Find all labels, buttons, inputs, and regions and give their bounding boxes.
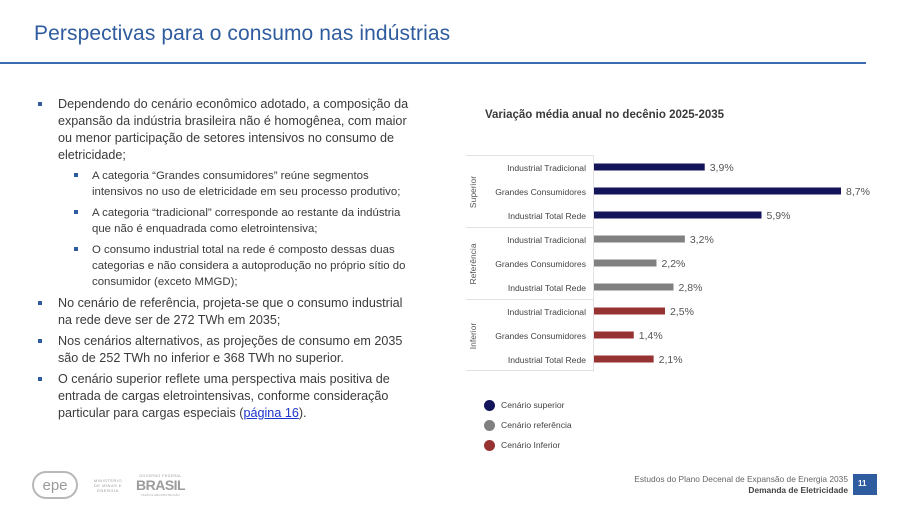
data-label: 1,4% xyxy=(639,330,663,342)
chart-title: Variação média anual no decênio 2025-203… xyxy=(485,109,725,121)
governo-federal-logo: GOVERNO FEDERAL BRASIL UNIÃO E RECONSTRU… xyxy=(136,473,186,497)
footer-caption: Estudos do Plano Decenal de Expansão de … xyxy=(634,474,848,496)
gov-top-text: GOVERNO FEDERAL xyxy=(139,473,182,478)
group-superior: Superior Industrial Tradicional Grandes … xyxy=(466,155,594,227)
group-label: Referência xyxy=(468,243,478,285)
footer-line-2: Demanda de Eletricidade xyxy=(748,485,848,495)
page-number: 11 xyxy=(853,474,877,495)
legend-swatch xyxy=(484,399,495,411)
legend-label: Cenário Inferior xyxy=(501,440,561,450)
bullet-item: Dependendo do cenário econômico adotado,… xyxy=(36,96,411,164)
category-label: Industrial Total Rede xyxy=(507,283,586,293)
ministerio-logo: MINISTÉRIO DE MINAS E ENERGIA xyxy=(93,477,123,493)
data-label: 3,2% xyxy=(690,234,714,246)
category-axis-panel: Superior Industrial Tradicional Grandes … xyxy=(466,155,594,372)
slide-title: Perspectivas para o consumo nas indústri… xyxy=(34,22,451,45)
epe-logo: epe xyxy=(32,471,78,499)
group-referencia: Referência Industrial Tradicional Grande… xyxy=(466,227,594,299)
sub-bullet-item: A categoria “tradicional” corresponde ao… xyxy=(36,205,411,237)
bullet-list: Dependendo do cenário econômico adotado,… xyxy=(36,96,411,426)
category-label: Industrial Tradicional xyxy=(507,307,586,317)
group-inferior: Inferior Industrial Tradicional Grandes … xyxy=(466,299,594,371)
legend-item: Cenário referência xyxy=(484,415,572,435)
title-divider xyxy=(0,62,866,64)
data-label: 2,2% xyxy=(661,258,685,270)
category-label: Grandes Consumidores xyxy=(495,187,586,197)
legend-swatch xyxy=(484,419,495,431)
bar-referência-2 xyxy=(594,283,674,291)
category-label: Grandes Consumidores xyxy=(495,259,586,269)
data-label: 2,5% xyxy=(670,306,694,318)
bullet-item: Nos cenários alternativos, as projeções … xyxy=(36,333,411,367)
category-label: Industrial Total Rede xyxy=(507,355,586,365)
data-label: 5,9% xyxy=(767,210,791,222)
gov-brasil-text: BRASIL xyxy=(136,476,186,493)
page-link[interactable]: página 16 xyxy=(243,406,299,420)
legend-swatch xyxy=(484,439,495,451)
bar-referência-1 xyxy=(594,259,657,267)
data-label: 2,8% xyxy=(678,282,702,294)
category-label: Industrial Tradicional xyxy=(507,235,586,245)
legend-label: Cenário referência xyxy=(501,420,572,430)
sub-bullet-item: O consumo industrial total na rede é com… xyxy=(36,242,411,290)
bar-inferior-2 xyxy=(594,355,654,363)
bullet-item: No cenário de referência, projeta-se que… xyxy=(36,295,411,329)
data-label: 8,7% xyxy=(846,186,870,198)
data-label: 2,1% xyxy=(659,354,683,366)
bullet-text: O cenário superior reflete uma perspecti… xyxy=(58,372,390,420)
data-label: 3,9% xyxy=(710,162,734,174)
legend-label: Cenário superior xyxy=(501,400,565,410)
bar-superior-0 xyxy=(594,163,705,171)
category-label: Industrial Total Rede xyxy=(507,211,586,221)
legend-item: Cenário superior xyxy=(484,395,572,415)
bar-inferior-0 xyxy=(594,307,665,315)
bar-inferior-1 xyxy=(594,331,634,339)
bar-superior-1 xyxy=(594,187,841,195)
bullet-text: ). xyxy=(298,406,307,420)
gov-sub-text: UNIÃO E RECONSTRUÇÃO xyxy=(141,492,180,497)
chart-legend: Cenário superior Cenário referência Cená… xyxy=(484,395,572,455)
footer-line-1: Estudos do Plano Decenal de Expansão de … xyxy=(634,474,848,484)
bullet-item: O cenário superior reflete uma perspecti… xyxy=(36,371,411,422)
group-label: Inferior xyxy=(468,322,478,350)
category-label: Grandes Consumidores xyxy=(495,331,586,341)
footer-logos: epe MINISTÉRIO DE MINAS E ENERGIA GOVERN… xyxy=(32,471,186,499)
bar-superior-2 xyxy=(594,211,762,219)
bar-referência-0 xyxy=(594,235,685,243)
legend-item: Cenário Inferior xyxy=(484,435,572,455)
category-label: Industrial Tradicional xyxy=(507,163,586,173)
sub-bullet-item: A categoria “Grandes consumidores” reúne… xyxy=(36,168,411,200)
group-label: Superior xyxy=(468,175,478,209)
